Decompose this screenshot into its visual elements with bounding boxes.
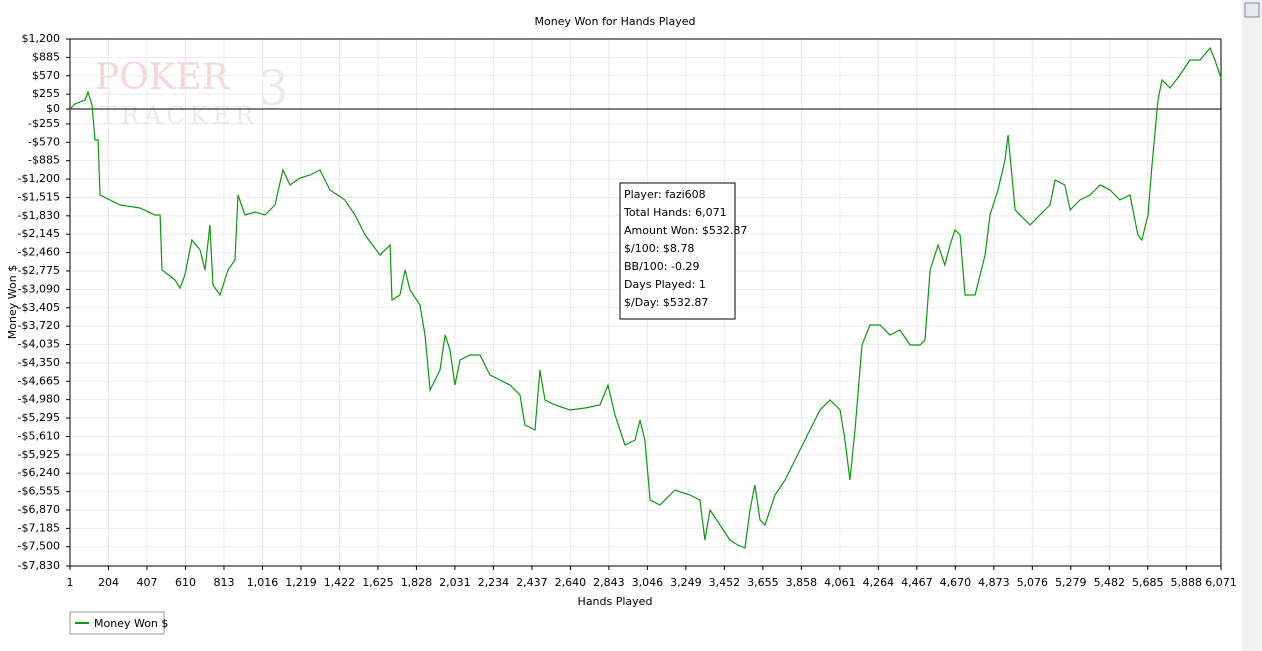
x-axis-label: Hands Played [578,595,653,608]
y-tick-label: -$1,830 [18,209,60,222]
x-tick-label: 4,873 [978,576,1010,589]
tooltip-line: $/100: $8.78 [624,242,694,255]
x-tick-label: 4,670 [940,576,972,589]
y-tick-label: $0 [46,102,60,115]
watermark: TRACKER [100,102,258,130]
x-tick-label: 3,655 [747,576,779,589]
y-tick-label: -$7,500 [18,540,60,553]
tooltip-line: Days Played: 1 [624,278,706,291]
x-tick-label: 1,422 [324,576,356,589]
y-tick-label: $885 [32,50,60,63]
y-tick-label: -$6,240 [18,466,60,479]
x-tick-label: 610 [175,576,196,589]
y-tick-label: -$2,460 [18,246,60,259]
x-tick-label: 5,888 [1171,576,1203,589]
tooltip-box [619,182,736,320]
y-tick-label: -$4,665 [18,374,60,387]
x-tick-label: 4,061 [824,576,856,589]
x-tick-label: 5,076 [1017,576,1049,589]
y-tick-label: $255 [32,87,60,100]
y-tick-label: -$5,925 [18,448,60,461]
x-tick-label: 5,279 [1055,576,1087,589]
x-tick-label: 1 [67,576,74,589]
zoom-button[interactable] [1244,2,1260,18]
data-line [69,46,1222,549]
tooltip-line: $/Day: $532.87 [624,296,708,309]
y-tick-label: -$255 [28,117,60,130]
legend-box [69,611,165,635]
y-tick-label: -$7,830 [18,559,60,572]
x-tick-label: 1,625 [362,576,394,589]
y-tick-label: -$1,200 [18,172,60,185]
y-tick-label: -$2,775 [18,264,60,277]
y-tick-label: -$2,145 [18,227,60,240]
y-tick-label: -$3,090 [18,282,60,295]
y-tick-label: -$5,295 [18,411,60,424]
x-tick-label: 1,016 [247,576,279,589]
y-tick-label: -$4,350 [18,356,60,369]
scrollbar [1242,0,1262,651]
y-tick-label: -$6,555 [18,485,60,498]
x-tick-label: 2,437 [516,576,548,589]
x-tick-label: 6,071 [1205,576,1237,589]
x-tick-label: 2,031 [439,576,471,589]
y-tick-label: -$885 [28,154,60,167]
y-axis-label: Money Won $ [6,265,19,339]
x-tick-label: 5,482 [1094,576,1126,589]
x-tick-label: 1,828 [401,576,433,589]
y-tick-label: -$4,035 [18,338,60,351]
x-tick-label: 3,858 [786,576,818,589]
chart-title: Money Won for Hands Played [535,15,696,28]
watermark: 3 [258,61,289,117]
y-tick-label: -$5,610 [18,429,60,442]
x-tick-label: 4,467 [901,576,933,589]
y-tick-label: -$6,870 [18,503,60,516]
x-tick-label: 3,046 [632,576,664,589]
x-tick-label: 813 [213,576,234,589]
tooltip-line: Total Hands: 6,071 [623,206,727,219]
y-tick-label: -$4,980 [18,393,60,406]
tooltip-line: Amount Won: $532.87 [624,224,747,237]
y-tick-label: -$1,515 [18,190,60,203]
y-tick-label: -$3,405 [18,301,60,314]
y-tick-label: $1,200 [22,32,61,45]
tooltip-line: Player: fazi608 [624,188,706,201]
legend-label: Money Won $ [94,617,168,630]
x-tick-label: 3,452 [709,576,741,589]
plot-frame [69,38,1222,567]
x-tick-label: 407 [136,576,157,589]
tooltip-line: BB/100: -0.29 [624,260,699,273]
x-tick-label: 2,640 [555,576,587,589]
x-tick-label: 1,219 [285,576,317,589]
x-tick-label: 3,249 [670,576,702,589]
x-tick-label: 2,843 [593,576,625,589]
y-tick-label: -$3,720 [18,319,60,332]
y-tick-label: -$570 [28,135,60,148]
x-tick-label: 5,685 [1132,576,1164,589]
y-tick-label: $570 [32,69,60,82]
watermark: POKER [95,57,230,98]
x-tick-label: 4,264 [863,576,895,589]
x-tick-label: 204 [98,576,119,589]
y-tick-label: -$7,185 [18,521,60,534]
x-tick-label: 2,234 [478,576,510,589]
